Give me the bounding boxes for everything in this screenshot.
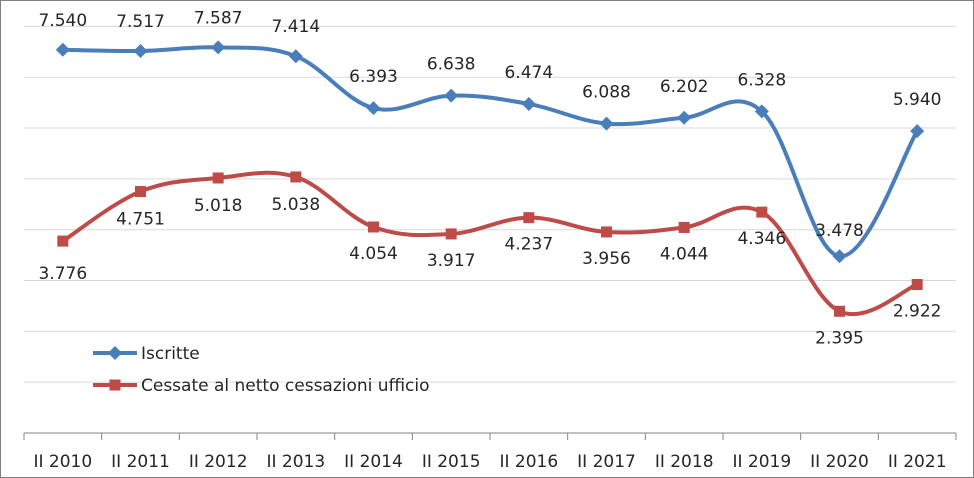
- data-point-square: [911, 278, 923, 290]
- x-tick-label: II 2015: [422, 452, 481, 472]
- data-label: 7.587: [194, 8, 243, 28]
- legend-label: Cessate al netto cessazioni ufficio: [141, 376, 429, 396]
- x-tick-label: II 2017: [577, 452, 636, 472]
- data-label: 6.638: [427, 55, 476, 75]
- data-label: 5.018: [194, 196, 243, 216]
- data-point-diamond: [55, 42, 70, 57]
- data-point-diamond: [677, 110, 692, 125]
- x-tick-label: II 2018: [655, 452, 714, 472]
- data-point-square: [678, 221, 690, 233]
- data-label: 3.776: [38, 264, 87, 284]
- data-label: 5.038: [271, 195, 320, 215]
- x-tick-label: II 2012: [189, 452, 248, 472]
- data-label: 6.088: [582, 83, 631, 103]
- data-label: 3.917: [427, 251, 476, 271]
- data-point-diamond: [444, 88, 459, 103]
- data-label: 3.956: [582, 249, 631, 269]
- data-point-diamond: [211, 40, 226, 55]
- data-point-diamond: [910, 124, 925, 139]
- data-label: 7.540: [38, 11, 87, 31]
- data-label: 4.044: [660, 244, 709, 264]
- data-point-square: [212, 172, 224, 184]
- x-tick-label: II 2019: [732, 452, 791, 472]
- data-point-square: [523, 212, 535, 224]
- data-point-diamond: [521, 96, 536, 111]
- x-tick-label: II 2020: [810, 452, 869, 472]
- data-label: 4.346: [737, 229, 786, 249]
- x-tick-label: II 2014: [344, 452, 403, 472]
- data-point-diamond: [599, 116, 614, 131]
- data-label: 6.328: [737, 70, 786, 90]
- data-point-square: [445, 228, 457, 240]
- data-point-square: [368, 221, 379, 233]
- data-label: 7.517: [116, 12, 165, 32]
- data-label: 3.478: [815, 221, 864, 241]
- data-point-diamond: [754, 104, 769, 119]
- legend-marker-diamond: [108, 346, 122, 360]
- series-layer: [55, 40, 925, 317]
- data-label: 2.922: [893, 301, 942, 321]
- x-tick-label: II 2016: [499, 452, 558, 472]
- data-label: 6.393: [349, 67, 398, 87]
- data-point-diamond: [133, 43, 148, 58]
- data-label: 7.414: [271, 17, 320, 37]
- data-point-diamond: [366, 101, 381, 116]
- legend-label: Iscritte: [141, 344, 200, 364]
- data-point-diamond: [832, 249, 847, 264]
- data-point-square: [756, 206, 768, 218]
- data-label: 4.237: [504, 235, 553, 255]
- data-point-square: [834, 305, 845, 317]
- x-tick-label: II 2011: [111, 452, 170, 472]
- data-label: 6.202: [660, 77, 709, 97]
- data-label: 4.751: [116, 210, 165, 230]
- data-label: 4.054: [349, 244, 398, 264]
- legend: Iscritte Cessate al netto cessazioni uffi…: [93, 344, 429, 396]
- x-tick-label: II 2010: [33, 452, 92, 472]
- data-point-diamond: [288, 49, 303, 64]
- gridlines: [24, 25, 956, 383]
- data-label: 5.940: [893, 90, 942, 110]
- data-labels: 7.540 7.517 7.587 7.414 6.393 6.638 6.474 6.088…: [38, 8, 941, 348]
- x-tick-label: II 2021: [888, 452, 947, 472]
- data-point-square: [57, 235, 69, 247]
- data-label: 2.395: [815, 328, 864, 348]
- x-axis: II 2010 II 2011 II 2012 II 2013 II 2014 II 20…: [23, 432, 957, 472]
- legend-marker-square: [109, 379, 121, 391]
- series-line-cessate: [60, 170, 920, 316]
- x-tick-label: II 2013: [266, 452, 325, 472]
- data-label: 6.474: [504, 63, 553, 83]
- data-point-square: [135, 186, 146, 198]
- data-point-square: [290, 171, 302, 183]
- data-point-square: [601, 226, 612, 238]
